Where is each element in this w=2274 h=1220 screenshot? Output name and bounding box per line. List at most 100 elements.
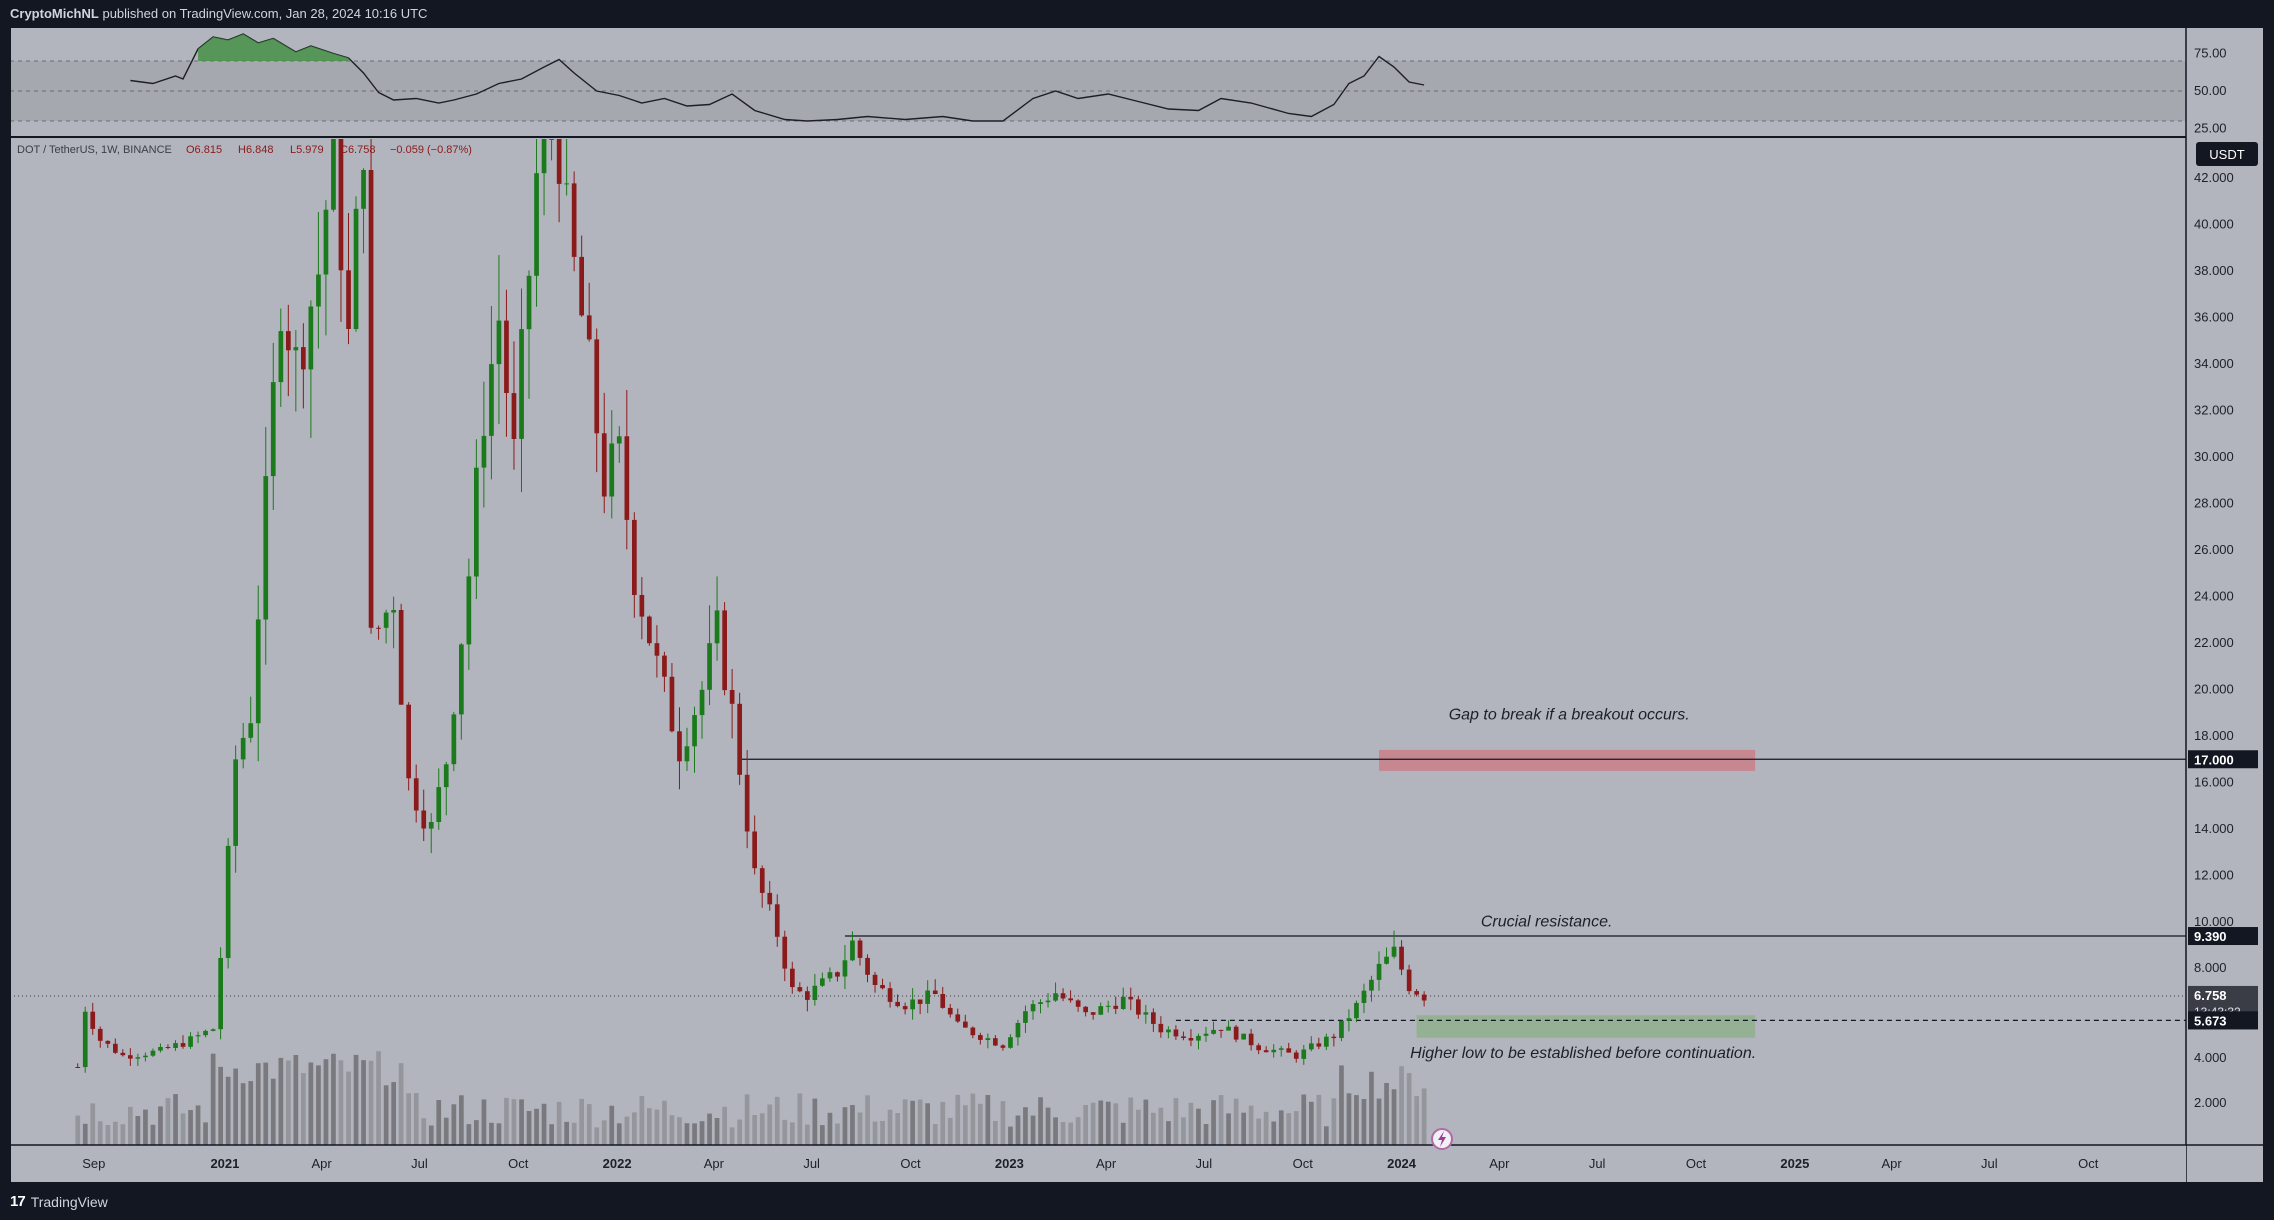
volume-bar [1339, 1065, 1344, 1145]
volume-bar [865, 1095, 870, 1145]
volume-bar [1293, 1111, 1299, 1145]
volume-bar [842, 1107, 848, 1145]
published-text: published on TradingView.com, Jan 28, 20… [102, 6, 428, 21]
volume-bar [850, 1105, 855, 1145]
author-name[interactable]: CryptoMichNL [10, 6, 99, 21]
candle-body [925, 990, 930, 1004]
volume-bar [526, 1111, 532, 1145]
candle-body [489, 364, 494, 436]
price-chart[interactable]: Gap to break if a breakout occurs. Crucia… [10, 27, 2264, 1183]
ohlc-change: −0.059 (−0.87%) [390, 144, 472, 156]
replay-icon[interactable] [1431, 1128, 1453, 1150]
volume-bar [1241, 1112, 1246, 1145]
candle-body [1045, 1000, 1051, 1003]
currency-badge[interactable]: USDT [2196, 142, 2258, 166]
volume-bar [443, 1117, 449, 1145]
candle-body [368, 170, 374, 628]
candle-body [436, 787, 442, 822]
candle-body [504, 320, 509, 393]
volume-bar [759, 1113, 765, 1145]
volume-bar [158, 1106, 163, 1145]
candle-body [1068, 998, 1073, 1001]
volume-bar [1331, 1098, 1337, 1145]
volume-bar [1090, 1102, 1096, 1145]
volume-bar [654, 1109, 660, 1145]
volume-bar [978, 1103, 983, 1145]
price-tick-label: 2.000 [2194, 1095, 2227, 1110]
price-tick-label: 36.000 [2194, 310, 2234, 325]
gap-zone [1378, 749, 1756, 771]
candle-body [316, 274, 321, 307]
volume-bar [135, 1116, 141, 1145]
volume-bar [790, 1122, 795, 1145]
candle-body [669, 676, 675, 732]
time-tick-label: Jul [1589, 1156, 1606, 1171]
candle-body [443, 764, 449, 788]
symbol-name: DOT / TetherUS, 1W, BINANCE [17, 144, 172, 156]
volume-bar [278, 1057, 284, 1145]
candle-body [1030, 1004, 1036, 1012]
volume-bar [1075, 1117, 1081, 1145]
level-badge-label: 9.390 [2194, 929, 2227, 944]
rsi-tick-label: 25.00 [2194, 121, 2227, 136]
volume-bar [639, 1096, 645, 1145]
volume-bar [353, 1054, 359, 1145]
candle-body [1309, 1043, 1314, 1050]
volume-bar [293, 1055, 299, 1145]
volume-bar [932, 1124, 938, 1145]
candle-body [173, 1043, 178, 1048]
price-tick-label: 16.000 [2194, 775, 2234, 790]
candle-body [474, 467, 479, 577]
candle-body [1166, 1029, 1171, 1033]
candle-body [1421, 994, 1427, 1001]
candle-body [1384, 956, 1389, 964]
volume-bar [496, 1123, 502, 1145]
volume-bar [632, 1112, 637, 1145]
volume-bar [1248, 1105, 1254, 1145]
volume-bar [1376, 1098, 1382, 1145]
volume-bar [820, 1125, 825, 1145]
price-tick-label: 28.000 [2194, 496, 2234, 511]
candle-body [947, 1007, 953, 1015]
volume-bar [105, 1125, 111, 1145]
volume-bar [729, 1127, 735, 1145]
volume-bar [782, 1119, 788, 1145]
volume-bar [805, 1124, 810, 1145]
last-price-label: 6.758 [2194, 988, 2227, 1003]
volume-bar [616, 1123, 622, 1145]
volume-bar [188, 1110, 193, 1145]
volume-bar [993, 1121, 998, 1145]
candle-body [639, 595, 645, 617]
candle-body [774, 904, 780, 937]
volume-bar [150, 1124, 156, 1145]
price-tick-label: 40.000 [2194, 217, 2234, 232]
candle-body [692, 715, 697, 747]
volume-bar [75, 1115, 81, 1145]
candle-body [541, 139, 547, 174]
price-tick-label: 14.000 [2194, 821, 2234, 836]
candle-body [391, 610, 396, 613]
volume-bar [504, 1097, 509, 1145]
candle-body [301, 347, 306, 370]
annotation-text: Crucial resistance. [1481, 914, 1613, 931]
support-badge [2188, 1011, 2258, 1030]
volume-bar [985, 1095, 991, 1145]
volume-bar [428, 1125, 434, 1145]
candle-body [75, 1067, 81, 1068]
candle-body [1105, 1005, 1111, 1007]
candle-body [752, 831, 757, 869]
volume-bar [1233, 1098, 1239, 1145]
volume-bar [1023, 1107, 1028, 1145]
candle-body [82, 1011, 88, 1068]
volume-bar [1354, 1095, 1359, 1145]
candle-body [1233, 1026, 1239, 1040]
candle-body [1331, 1036, 1337, 1039]
candle-body [1113, 1005, 1119, 1009]
volume-bar [248, 1081, 254, 1145]
candle-body [1256, 1045, 1261, 1051]
volume-bar [1421, 1088, 1427, 1145]
tradingview-logo[interactable]: 17 TradingView [10, 1193, 108, 1210]
candle-body [519, 329, 524, 439]
candle-body [1158, 1023, 1164, 1033]
chart-container[interactable]: Gap to break if a breakout occurs. Crucia… [10, 27, 2264, 1183]
